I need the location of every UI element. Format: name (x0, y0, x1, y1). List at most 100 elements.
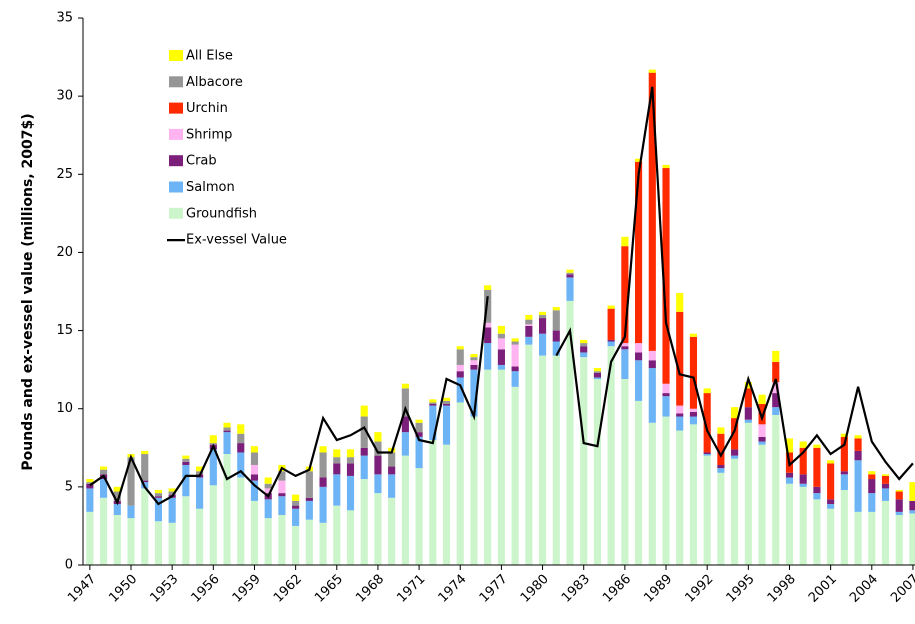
bar-segment (717, 427, 725, 434)
bar-segment (319, 446, 327, 453)
bar-segment (429, 439, 437, 565)
bar-segment (868, 493, 876, 512)
bar-segment (909, 482, 915, 501)
bar-segment (881, 500, 890, 565)
bar-segment (758, 436, 766, 442)
bar-segment (881, 474, 890, 476)
bar-segment (731, 418, 739, 450)
legend-swatch (169, 50, 183, 61)
bar-segment (648, 69, 656, 73)
bar-segment (223, 430, 231, 433)
bar-segment (689, 408, 698, 412)
bar-segment (552, 307, 560, 311)
bar-segment (566, 274, 574, 278)
bar-segment (552, 310, 560, 331)
y-tick-label: 10 (56, 401, 73, 416)
bar-segment (374, 432, 382, 442)
bar-segment (292, 500, 300, 506)
bar-segment (127, 518, 135, 565)
bar-segment (141, 450, 149, 455)
bar-segment (703, 455, 711, 565)
bar-segment (456, 402, 464, 565)
bar-segment (292, 508, 300, 526)
bar-segment (621, 379, 629, 565)
bar-segment (456, 349, 464, 365)
legend-label: Albacore (186, 75, 243, 90)
bar-segment (319, 486, 327, 523)
bar-segment (580, 346, 588, 353)
bar-segment (580, 343, 588, 347)
bar-segment (100, 469, 108, 475)
bar-segment (909, 500, 915, 511)
bar-segment (607, 346, 615, 565)
bar-segment (840, 474, 848, 490)
x-tick-label: 1971 (394, 572, 428, 606)
bar-segment (470, 416, 478, 565)
bar-segment (182, 496, 190, 565)
bar-segment (278, 480, 286, 494)
bar-segment (538, 355, 547, 565)
x-tick-label: 1947 (65, 572, 99, 606)
bar-segment (621, 343, 629, 347)
bar-segment (333, 474, 341, 506)
bar-segment (840, 436, 848, 472)
bar-segment (196, 466, 204, 472)
bar-segment (100, 479, 108, 498)
bar-segment (840, 471, 848, 475)
bar-segment (401, 416, 409, 433)
bar-segment (250, 474, 259, 481)
bar-segment (662, 416, 670, 565)
bar-segment (278, 471, 286, 481)
bar-segment (237, 477, 245, 565)
bar-segment (415, 468, 423, 565)
bar-segment (456, 371, 464, 378)
bar-segment (813, 493, 821, 500)
bar-segment (388, 466, 396, 475)
bar-segment (209, 435, 217, 444)
bar-segment (758, 444, 766, 565)
x-tick-label: 2001 (806, 572, 840, 606)
bar-segment (456, 377, 464, 403)
bar-segment (442, 444, 451, 565)
x-tick-label: 1965 (312, 572, 346, 606)
bar-segment (607, 305, 615, 309)
bar-segment (758, 441, 766, 445)
bar-segment (854, 460, 862, 512)
bar-segment (785, 472, 794, 478)
bar-segment (374, 474, 382, 494)
bar-segment (113, 486, 121, 492)
bar-segment (484, 369, 492, 565)
bar-segment (689, 336, 698, 409)
bar-segment (237, 424, 245, 434)
bar-segment (689, 424, 698, 565)
bar-segment (593, 372, 601, 378)
y-tick-label: 30 (56, 89, 73, 104)
bar-segment (635, 400, 643, 565)
bar-segment (744, 419, 752, 423)
bar-segment (168, 488, 176, 492)
legend-label: Shrimp (186, 127, 232, 142)
bar-segment (881, 475, 890, 484)
bar-segment (305, 519, 313, 565)
bar-segment (401, 455, 409, 565)
x-tick-label: 1995 (724, 572, 758, 606)
bar-segment (86, 483, 94, 489)
bar-segment (154, 496, 163, 498)
bar-segment (868, 511, 876, 565)
bar-segment (154, 497, 163, 522)
bar-segment (772, 350, 780, 362)
x-tick-label: 2007 (888, 572, 915, 606)
bar-segment (538, 311, 547, 315)
bar-segment (401, 432, 409, 456)
bar-segment (648, 368, 656, 423)
bar-segment (758, 394, 766, 405)
bar-segment (868, 479, 876, 494)
bar-segment (525, 325, 533, 337)
legend-swatch (169, 155, 183, 167)
bar-segment (648, 350, 656, 361)
bar-segment (676, 430, 684, 565)
bar-segment (154, 521, 163, 565)
bar-segment (552, 330, 560, 342)
bar-segment (580, 352, 588, 358)
bar-segment (772, 414, 780, 565)
